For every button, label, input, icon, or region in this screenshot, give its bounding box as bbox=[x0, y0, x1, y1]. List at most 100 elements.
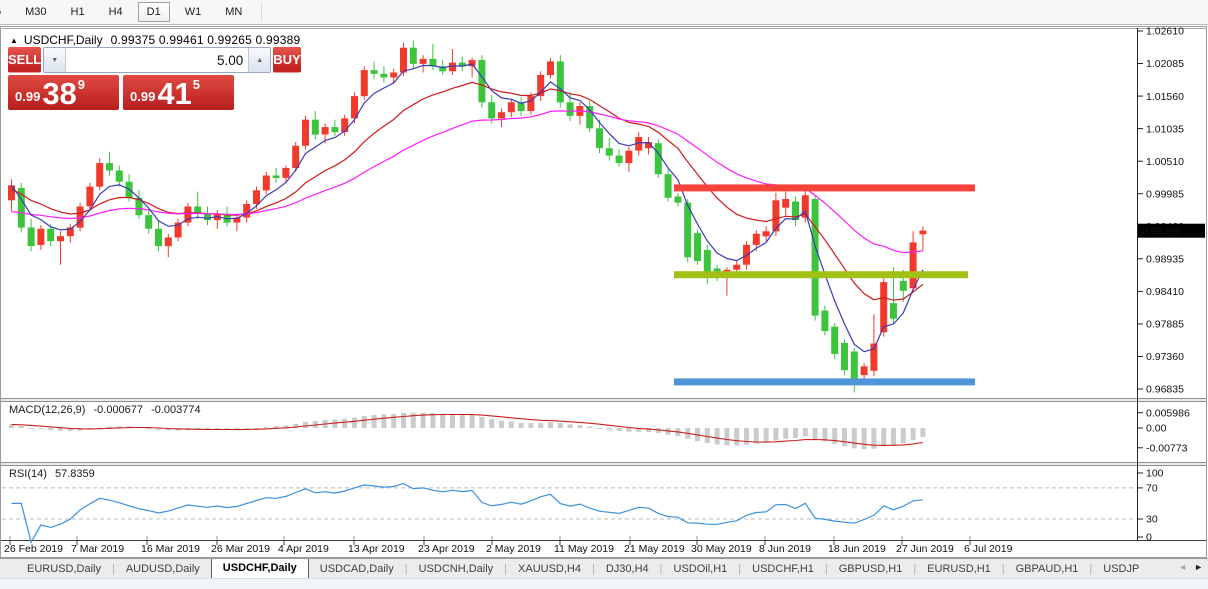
bid-pip-digit: 9 bbox=[77, 77, 86, 92]
current-price-badge: 0.99389 bbox=[1138, 223, 1205, 238]
svg-text:6 Jul 2019: 6 Jul 2019 bbox=[964, 543, 1013, 555]
ask-big-digits: 41 bbox=[157, 75, 192, 111]
rsi-pane-surface[interactable] bbox=[2, 466, 1137, 539]
svg-text:0.96835: 0.96835 bbox=[1146, 384, 1184, 396]
time-axis[interactable]: 26 Feb 2019 7 Mar 2019 16 Mar 2019 26 Mar 2… bbox=[4, 536, 1013, 555]
ma-fast-line bbox=[11, 63, 924, 353]
svg-text:0.97360: 0.97360 bbox=[1146, 351, 1184, 363]
tab-usdchf-h1[interactable]: USDCHF,H1 bbox=[752, 562, 814, 575]
buy-button[interactable]: BUY bbox=[273, 47, 301, 73]
candlestick-series bbox=[8, 40, 927, 393]
tab-gbpaud-h1[interactable]: GBPAUD,H1 bbox=[1015, 562, 1079, 575]
chart-ohlc-values: 0.99375 0.99461 0.99265 0.99389 bbox=[110, 33, 301, 47]
rsi-line bbox=[11, 482, 923, 544]
tab-separator: | bbox=[913, 562, 917, 575]
timeframe-button-mn[interactable]: MN bbox=[225, 6, 243, 18]
svg-text:4 Apr 2019: 4 Apr 2019 bbox=[278, 543, 329, 555]
svg-text:18 Jun 2019: 18 Jun 2019 bbox=[828, 543, 886, 555]
svg-text:1.00510: 1.00510 bbox=[1146, 156, 1184, 168]
timeframe-button-h1[interactable]: H1 bbox=[70, 6, 85, 18]
status-strip bbox=[0, 578, 1208, 589]
resistance-line[interactable] bbox=[674, 184, 975, 192]
ma-mid-line bbox=[11, 81, 924, 301]
timeframe-button-w1[interactable]: W1 bbox=[184, 6, 202, 18]
tab-usdoil-h1[interactable]: USDOil,H1 bbox=[673, 562, 728, 575]
macd-name: MACD(12,26,9) bbox=[9, 404, 86, 416]
svg-text:-0.00773: -0.00773 bbox=[1146, 443, 1188, 455]
svg-text:0.97885: 0.97885 bbox=[1146, 319, 1184, 331]
tab-separator: | bbox=[824, 562, 828, 575]
rsi-axis: 100 70 30 0 bbox=[1138, 468, 1164, 544]
chart-symbol-label: USDCHF,Daily bbox=[23, 33, 103, 47]
symbol-tabbar: EURUSD,Daily | AUDUSD,Daily USDCHF,Daily USD… bbox=[0, 558, 1208, 578]
sell-button[interactable]: SELL bbox=[8, 47, 42, 73]
volume-input[interactable] bbox=[66, 48, 249, 72]
lower-support-line[interactable] bbox=[674, 378, 975, 386]
svg-text:1.02610: 1.02610 bbox=[1146, 26, 1184, 38]
tab-usdchf-daily[interactable]: USDCHF,Daily bbox=[210, 559, 309, 578]
tab-xauusd-h4[interactable]: XAUUSD,H4 bbox=[518, 562, 581, 575]
svg-text:0.005986: 0.005986 bbox=[1146, 407, 1190, 419]
svg-text:23 Apr 2019: 23 Apr 2019 bbox=[418, 543, 475, 555]
tab-separator: | bbox=[111, 562, 115, 575]
svg-text:7 Mar 2019: 7 Mar 2019 bbox=[71, 543, 124, 555]
svg-text:30 May 2019: 30 May 2019 bbox=[691, 543, 752, 555]
tab-separator: | bbox=[659, 562, 663, 575]
svg-text:16 Mar 2019: 16 Mar 2019 bbox=[141, 543, 200, 555]
tab-separator: | bbox=[591, 562, 595, 575]
ask-pip-digit: 5 bbox=[192, 77, 201, 92]
pane-splitter[interactable] bbox=[1, 463, 1206, 465]
svg-text:21 May 2019: 21 May 2019 bbox=[624, 543, 685, 555]
timeframe-button-d1[interactable]: D1 bbox=[137, 2, 170, 22]
pane-splitter[interactable] bbox=[1, 399, 1206, 401]
macd-indicator-label: MACD(12,26,9) -0.000677 -0.003774 bbox=[9, 404, 206, 416]
tab-usdcad-daily[interactable]: USDCAD,Daily bbox=[319, 562, 394, 575]
tab-eurusd-daily[interactable]: EURUSD,Daily bbox=[27, 562, 101, 575]
tab-separator: | bbox=[1001, 562, 1005, 575]
volume-stepper: ▼ ▲ bbox=[43, 47, 272, 73]
mid-support-line[interactable] bbox=[674, 271, 968, 279]
svg-text:0.00: 0.00 bbox=[1146, 423, 1167, 435]
svg-text:27 Jun 2019: 27 Jun 2019 bbox=[896, 543, 954, 555]
rsi-name: RSI(14) bbox=[9, 468, 47, 480]
tab-gbpusd-h1[interactable]: GBPUSD,H1 bbox=[838, 562, 903, 575]
macd-axis: 0.005986 0.00 -0.00773 bbox=[1138, 407, 1190, 455]
rsi-indicator-label: RSI(14) 57.8359 bbox=[9, 468, 100, 480]
tabs-scroll-left-icon[interactable]: ◄ bbox=[1178, 562, 1188, 572]
svg-text:11 May 2019: 11 May 2019 bbox=[554, 543, 614, 555]
tab-separator: | bbox=[404, 562, 408, 575]
svg-text:0.98410: 0.98410 bbox=[1146, 286, 1184, 298]
timeframe-toolbar: 5 M30 H1 H4 D1 W1 MN bbox=[0, 0, 1208, 25]
svg-text:26 Feb 2019: 26 Feb 2019 bbox=[4, 543, 63, 555]
svg-text:30: 30 bbox=[1146, 514, 1158, 526]
svg-text:1.02085: 1.02085 bbox=[1146, 58, 1184, 70]
sell-price-button[interactable]: 0.99 38 9 bbox=[8, 75, 119, 110]
tab-separator: | bbox=[738, 562, 742, 575]
timeframe-button-h4[interactable]: H4 bbox=[108, 6, 123, 18]
triangle-down-icon: ▼ bbox=[51, 56, 59, 64]
toolbar-separator bbox=[261, 4, 263, 20]
tabbar-arrows: ◄ ► bbox=[1178, 562, 1203, 572]
volume-increase-button[interactable]: ▲ bbox=[248, 48, 271, 72]
tab-dj30-h4[interactable]: DJ30,H4 bbox=[605, 562, 649, 575]
macd-pane-surface[interactable] bbox=[2, 402, 1137, 462]
tab-audusd-daily[interactable]: AUDUSD,Daily bbox=[125, 562, 200, 575]
timeframe-button-5[interactable]: 5 bbox=[0, 2, 10, 22]
svg-text:0: 0 bbox=[1146, 532, 1152, 544]
timeframe-button-m30[interactable]: M30 bbox=[25, 6, 47, 18]
collapse-chart-icon[interactable]: ▲ bbox=[10, 35, 18, 45]
svg-text:8 Jun 2019: 8 Jun 2019 bbox=[759, 543, 811, 555]
tab-usdcnh-daily[interactable]: USDCNH,Daily bbox=[418, 562, 494, 575]
svg-text:0.99389: 0.99389 bbox=[1142, 226, 1180, 238]
ask-prefix: 0.99 bbox=[130, 89, 156, 104]
tab-eurusd-h1[interactable]: EURUSD,H1 bbox=[927, 562, 991, 575]
rsi-value: 57.8359 bbox=[54, 468, 95, 480]
tab-usdjp[interactable]: USDJP bbox=[1103, 562, 1140, 575]
svg-text:1.01560: 1.01560 bbox=[1146, 91, 1184, 103]
tabs-scroll-right-icon[interactable]: ► bbox=[1194, 562, 1203, 572]
one-click-trade-panel: SELL ▼ ▲ BUY 0.99 38 9 0.99 41 5 bbox=[8, 47, 301, 110]
volume-decrease-button[interactable]: ▼ bbox=[44, 48, 67, 72]
bid-big-digits: 38 bbox=[42, 75, 77, 111]
buy-price-button[interactable]: 0.99 41 5 bbox=[123, 75, 234, 110]
